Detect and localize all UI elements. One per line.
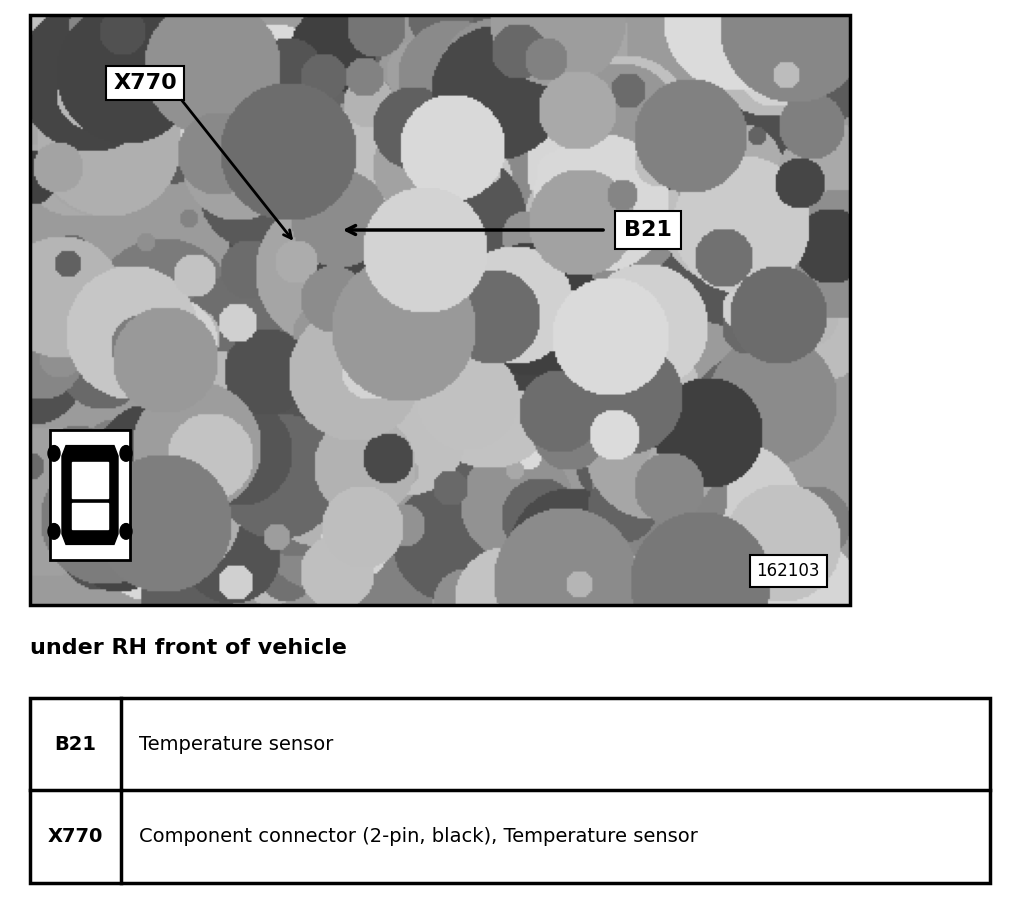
Text: X770: X770 [113,73,177,93]
Polygon shape [73,503,108,529]
Text: 162103: 162103 [757,562,820,580]
Ellipse shape [120,523,132,540]
Text: B21: B21 [54,735,96,754]
Ellipse shape [48,446,60,461]
Bar [50,430,130,560]
Text: Temperature sensor: Temperature sensor [139,735,334,754]
Bar [30,698,990,883]
Bar [30,15,850,605]
Text: X770: X770 [48,827,103,846]
Ellipse shape [120,446,132,461]
Text: under RH front of vehicle: under RH front of vehicle [30,638,347,658]
Text: Component connector (2-pin, black), Temperature sensor: Component connector (2-pin, black), Temp… [139,827,698,846]
Polygon shape [73,463,108,498]
Ellipse shape [48,523,60,540]
Polygon shape [62,446,118,544]
Text: B21: B21 [624,220,672,240]
